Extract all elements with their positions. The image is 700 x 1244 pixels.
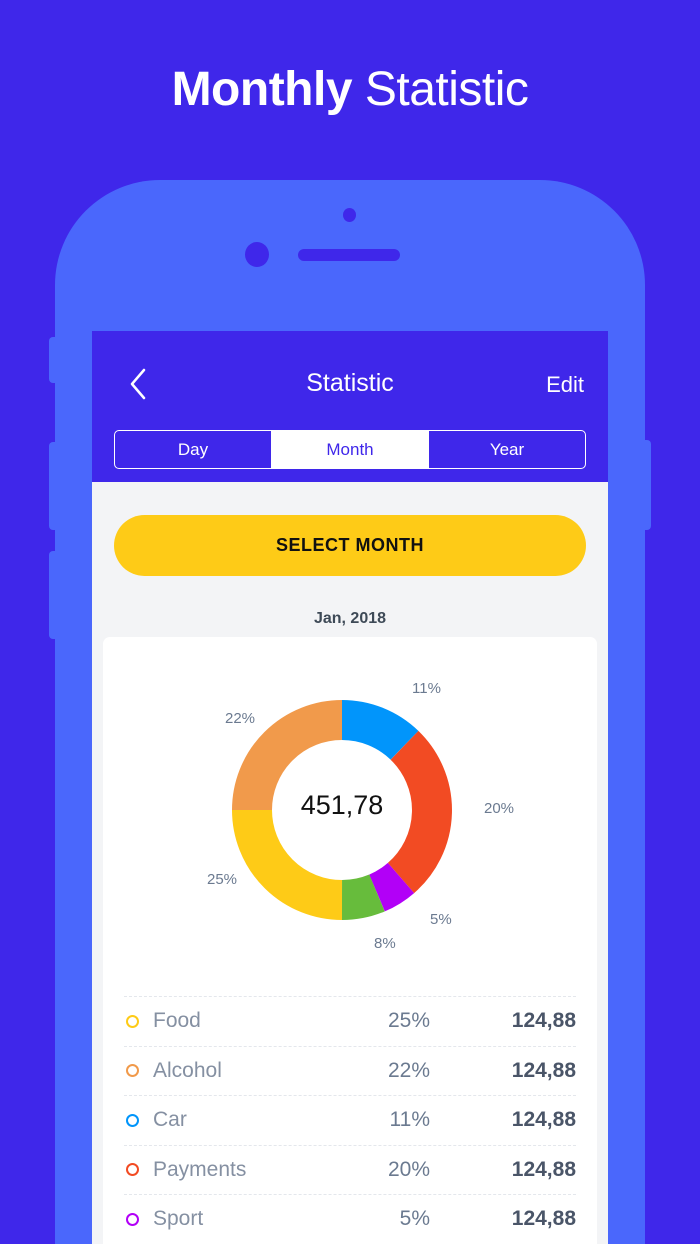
category-amount: 124,88 [511,1207,576,1231]
selected-date-label: Jan, 2018 [313,610,387,627]
category-percent: 22% [387,1058,430,1082]
donut-chart-svg [232,700,452,921]
slice-other[interactable] [341,874,385,921]
promo-title-light: Statistic [364,63,529,116]
phone-sensor [343,208,356,222]
tab-month[interactable]: Month [272,431,429,468]
category-name: Payments [153,1157,247,1181]
donut-total-value: 451,78 [300,790,384,820]
category-percent: 5% [399,1207,430,1231]
page-title: Statistic [306,369,394,397]
phone-camera [245,242,269,267]
category-name: Food [153,1009,201,1033]
label-payments: 20% [484,800,515,817]
circle-icon [126,1064,139,1078]
label-other: 8% [374,935,396,952]
promo-title-bold: Monthly [171,63,353,116]
slice-car[interactable] [341,700,419,761]
list-item[interactable]: Car 11% 124,88 [124,1095,576,1145]
app-screen: Statistic Edit Day Month Year SELECT MON… [92,331,608,1244]
label-car: 11% [412,680,441,697]
list-item[interactable]: Sport 5% 124,88 [124,1194,576,1244]
edit-button[interactable]: Edit [546,372,584,397]
label-alcohol: 22% [225,710,256,727]
category-percent: 25% [387,1009,430,1033]
circle-icon [126,1113,139,1127]
category-list: Food 25% 124,88 Alcohol 22% 124,88 Car 1… [124,996,576,1244]
slice-payments[interactable] [387,730,452,894]
donut-chart: 451,78 11% 20% 5% 8% 25% 22% [103,637,597,977]
category-percent: 20% [387,1157,430,1181]
category-name: Alcohol [153,1058,222,1082]
list-item[interactable]: Alcohol 22% 124,88 [124,1045,576,1096]
promo-title: Monthly Statistic [0,62,700,117]
tab-day[interactable]: Day [115,431,272,468]
category-amount: 124,88 [511,1058,576,1082]
slice-sport[interactable] [368,862,415,912]
app-header: Statistic Edit Day Month Year [92,331,608,482]
slice-alcohol[interactable] [232,700,343,811]
period-segmented-control: Day Month Year [114,430,586,469]
label-food: 25% [207,871,238,888]
list-item[interactable]: Food 25% 124,88 [124,996,576,1046]
category-amount: 124,88 [511,1009,576,1033]
category-amount: 124,88 [511,1108,576,1132]
tab-year[interactable]: Year [489,439,525,459]
slice-food[interactable] [232,809,343,920]
category-name: Sport [153,1207,204,1231]
circle-icon [126,1014,139,1028]
chevron-left-icon [130,368,146,400]
circle-icon [126,1212,139,1226]
back-button[interactable] [124,365,154,405]
list-item[interactable]: Payments 20% 124,88 [124,1144,576,1195]
select-month-button[interactable]: SELECT MONTH [114,515,586,576]
label-sport: 5% [430,911,452,928]
statistics-card: 451,78 11% 20% 5% 8% 25% 22% Food 25% 12… [103,637,597,1244]
category-percent: 11% [389,1108,430,1132]
phone-speaker [298,249,400,261]
category-amount: 124,88 [511,1157,576,1181]
circle-icon [126,1163,139,1177]
category-name: Car [153,1108,187,1132]
